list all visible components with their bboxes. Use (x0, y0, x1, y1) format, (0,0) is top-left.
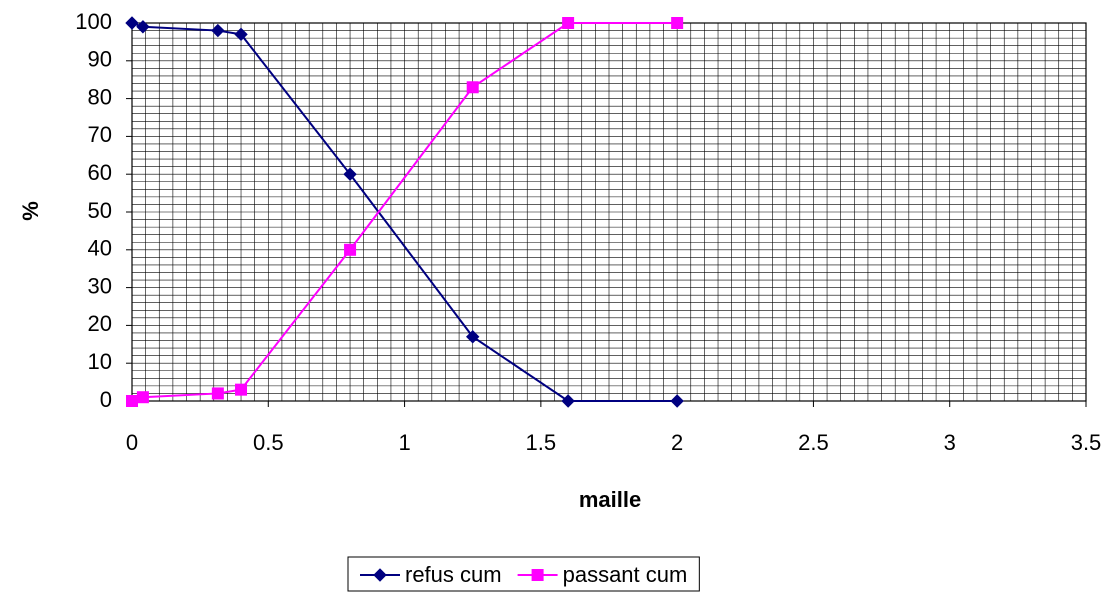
marker (136, 20, 150, 34)
marker (671, 17, 684, 29)
marker (562, 17, 575, 29)
x-tick-label: 3.5 (1071, 430, 1102, 455)
y-tick-label: 0 (100, 387, 112, 412)
marker (211, 387, 224, 400)
x-axis-label: maille (579, 487, 641, 512)
x-tick-label: 3 (944, 430, 956, 455)
marker (136, 391, 149, 404)
y-tick-label: 60 (88, 160, 112, 185)
x-tick-label: 2 (671, 430, 683, 455)
marker (466, 330, 480, 344)
y-tick-label: 70 (88, 122, 112, 147)
y-tick-label: 80 (88, 84, 112, 109)
marker (234, 27, 248, 42)
series-line (131, 22, 678, 402)
y-tick-label: 90 (88, 47, 112, 72)
x-tick-label: 1.5 (526, 430, 557, 455)
marker (466, 81, 479, 94)
x-tick-label: 0.5 (253, 430, 284, 455)
marker (343, 167, 357, 181)
legend-label: passant cum (563, 562, 688, 587)
marker (670, 394, 684, 408)
y-tick-label: 50 (88, 198, 112, 223)
legend-marker (531, 569, 544, 581)
legend-marker (373, 568, 387, 582)
marker (235, 383, 248, 396)
series-line (131, 22, 678, 402)
y-axis-label: % (18, 201, 43, 221)
marker (211, 23, 225, 38)
y-tick-label: 20 (88, 311, 112, 336)
legend: refus cum passant cum (347, 556, 700, 592)
x-tick-label: 1 (398, 430, 410, 455)
marker (126, 395, 138, 407)
marker (561, 394, 575, 408)
legend-label: refus cum (405, 562, 502, 587)
x-tick-label: 2.5 (798, 430, 829, 455)
y-tick-label: 40 (88, 236, 112, 261)
marker (125, 16, 139, 30)
y-tick-label: 30 (88, 273, 112, 298)
y-tick-label: 100 (75, 9, 112, 34)
y-tick-label: 10 (88, 349, 112, 374)
marker (344, 243, 357, 256)
x-tick-label: 0 (126, 430, 138, 455)
